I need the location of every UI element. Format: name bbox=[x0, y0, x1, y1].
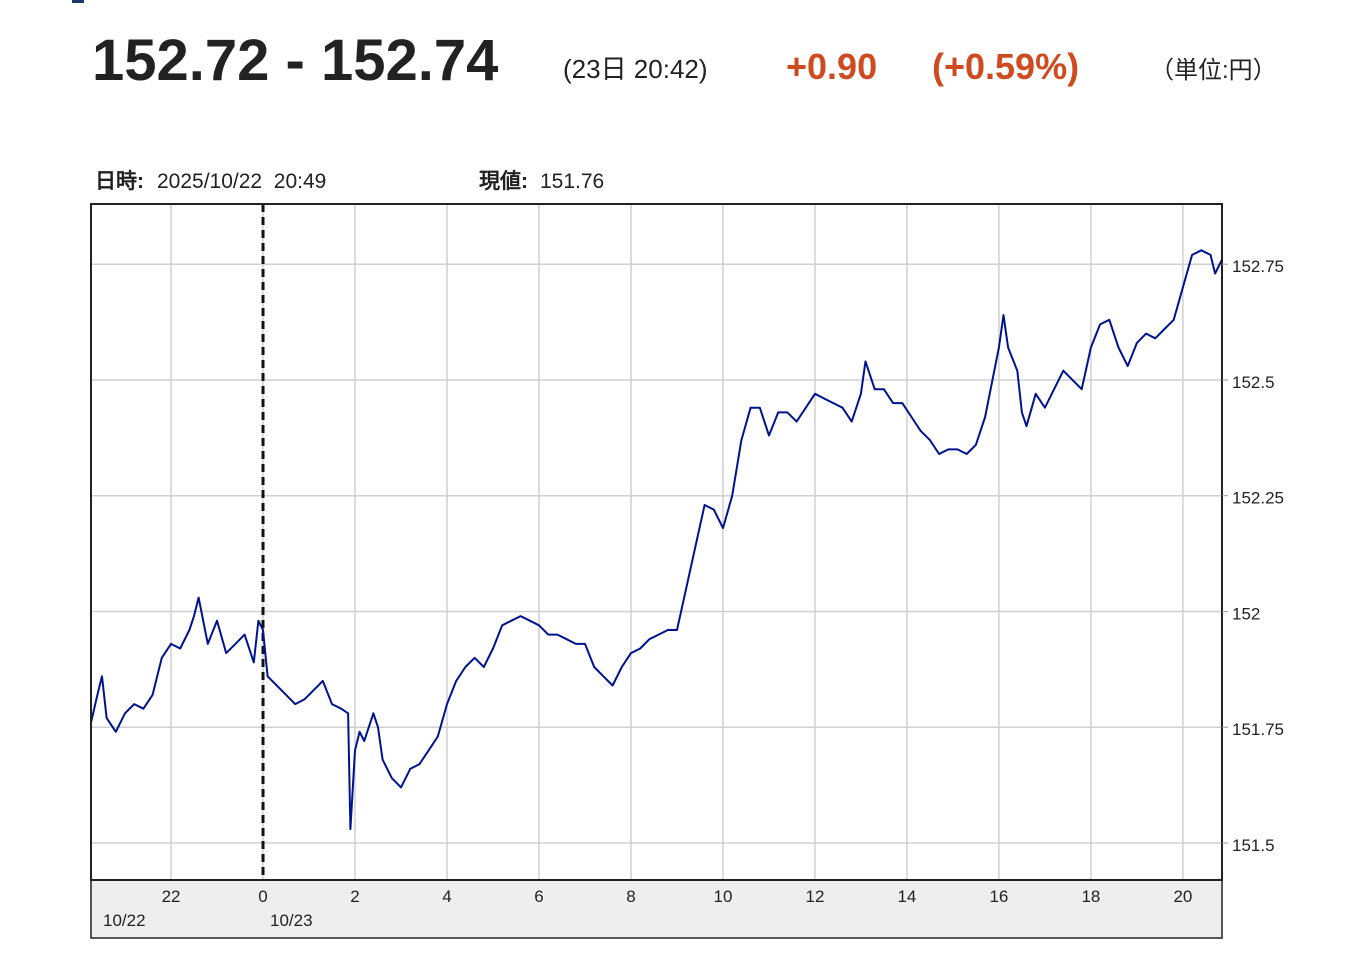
date-label: 10/22 bbox=[103, 911, 146, 930]
y-tick-label: 152.25 bbox=[1232, 489, 1284, 508]
x-tick-label: 6 bbox=[534, 887, 543, 906]
x-tick-label: 20 bbox=[1173, 887, 1192, 906]
plot-frame bbox=[90, 203, 1223, 881]
x-tick-label: 16 bbox=[989, 887, 1008, 906]
x-tick-label: 12 bbox=[805, 887, 824, 906]
x-tick-label: 10 bbox=[714, 887, 733, 906]
y-tick-label: 151.5 bbox=[1232, 836, 1275, 855]
accent bbox=[72, 0, 84, 3]
x-tick-label: 14 bbox=[897, 887, 916, 906]
y-tick-label: 151.75 bbox=[1232, 720, 1284, 739]
info-label: 日時: bbox=[95, 169, 144, 193]
price: 152.72 - 152.74 bbox=[92, 28, 498, 93]
y-tick-label: 152.5 bbox=[1232, 373, 1275, 392]
quote-time: (23日 20:42) bbox=[563, 54, 708, 84]
x-tick-label: 18 bbox=[1081, 887, 1100, 906]
change: +0.90 bbox=[786, 46, 877, 87]
y-tick-label: 152.75 bbox=[1232, 257, 1284, 276]
x-tick-label: 4 bbox=[442, 887, 451, 906]
info-value: 2025/10/22 20:49 bbox=[157, 170, 326, 193]
price-line bbox=[90, 249, 1223, 831]
info-value: 151.76 bbox=[540, 170, 604, 193]
x-tick-label: 0 bbox=[258, 887, 267, 906]
change-pct: (+0.59%) bbox=[932, 46, 1079, 87]
x-tick-label: 2 bbox=[350, 887, 359, 906]
info-label: 現値: bbox=[479, 169, 528, 193]
unit: （単位:円） bbox=[1150, 57, 1277, 84]
y-tick-label: 152 bbox=[1232, 604, 1260, 623]
date-label: 10/23 bbox=[270, 911, 313, 930]
x-tick-label: 22 bbox=[162, 887, 181, 906]
x-axis-band bbox=[90, 879, 1223, 939]
x-tick-label: 8 bbox=[626, 887, 635, 906]
